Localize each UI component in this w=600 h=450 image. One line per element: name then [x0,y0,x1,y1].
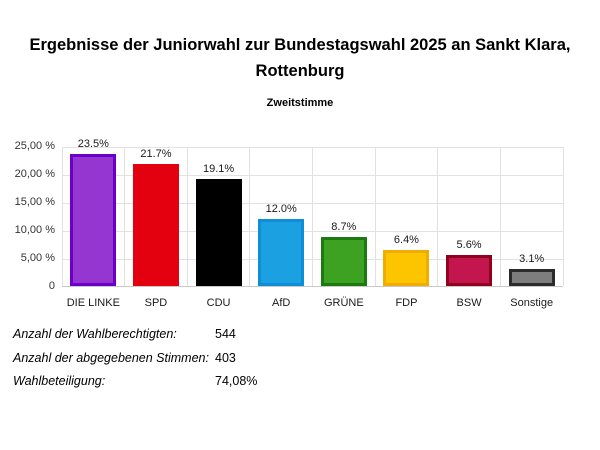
plot-area: 23.5% 21.7% 19.1% 12.0% 8.7% 6.4% 5.6% 3.1% [61,138,564,287]
y-axis-tick-label: 25,00 % [14,140,55,152]
gridline-vertical [312,147,313,286]
chart-subtitle: Zweitstimme [266,97,334,109]
y-axis-tick-label: 0 [48,280,55,292]
bar-value-label: 12.0% [265,202,297,215]
stat-label: Anzahl der abgegebenen Stimmen: [13,350,209,365]
x-axis-label: BSW [456,297,482,309]
bar-value-label: 23.5% [77,138,109,151]
bar-sonstige [508,268,555,286]
stat-row: Anzahl der Wahlberechtigten: 544 [13,327,587,351]
bar-grüne [320,237,367,286]
x-axis-label: GRÜNE [323,297,364,309]
x-axis-label: CDU [206,297,231,309]
y-axis-tick-label: 10,00 % [14,224,55,236]
bar-chart: 25,00 % 20,00 % 15,00 % 10,00 % 5,00 % 0 23.5… [0,138,600,317]
x-axis-label: SPD [144,297,168,309]
y-axis-tick-label: 15,00 % [14,196,55,208]
bar-bsw [446,254,493,286]
gridline-vertical [124,147,126,286]
bar-afd [258,218,305,286]
stat-label: Anzahl der Wahlberechtigten: [13,327,177,341]
chart-title-line-2: Rottenburg [255,62,345,80]
bar-value-label: 5.6% [456,238,482,251]
bar-fdp [383,250,430,286]
stat-value: 74,08% [215,374,258,388]
bar-die-linke [70,154,117,286]
bar-value-label: 3.1% [519,252,545,265]
bar-value-label: 21.7% [140,148,172,161]
bar-cdu [195,179,242,286]
bar-value-label: 19.1% [202,163,235,176]
gridline-vertical [374,147,376,286]
stat-value: 403 [215,350,236,365]
stat-row: Wahlbeteiligung: 74,08% [13,374,587,398]
x-axis-label: Sonstige [510,297,554,309]
gridline-vertical [562,147,564,286]
bar-value-label: 6.4% [393,234,419,247]
chart-title-line-1: Ergebnisse der Juniorwahl zur Bundestags… [29,36,571,54]
gridline-vertical [499,147,501,286]
bar-value-label: 8.7% [331,221,357,234]
gridline-vertical [437,147,439,286]
x-axis-label: FDP [395,297,418,309]
y-axis-tick-label: 20,00 % [14,168,55,180]
chart-title: Ergebnisse der Juniorwahl zur Bundestags… [0,32,600,84]
stat-row: Anzahl der abgegebenen Stimmen: 403 [13,351,587,375]
gridline-vertical [249,147,251,286]
stat-label: Wahlbeteiligung: [13,374,106,388]
gridline-vertical [186,147,188,286]
summary-stats: Anzahl der Wahlberechtigten: 544 Anzahl de… [13,327,587,398]
bar-spd [132,164,179,286]
gridline-vertical [61,147,63,286]
y-axis-tick-label: 5,00 % [20,252,55,264]
x-axis-label: AfD [272,297,291,309]
x-axis-label: DIE LINKE [66,297,120,309]
stat-value: 544 [215,327,236,341]
